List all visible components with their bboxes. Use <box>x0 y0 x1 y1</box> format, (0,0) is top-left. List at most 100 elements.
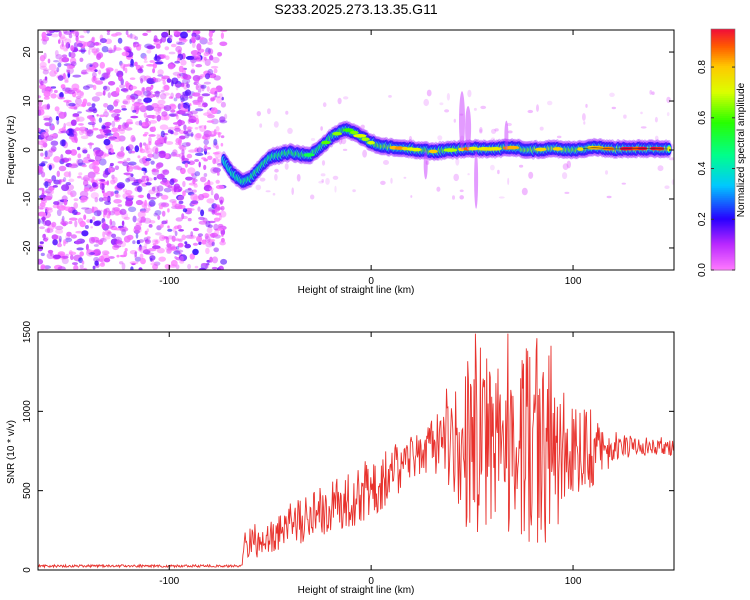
noise-blob <box>110 148 115 154</box>
noise-blob <box>111 33 118 37</box>
colorbar-stripe <box>711 125 735 129</box>
faint-speckle <box>623 114 627 119</box>
colorbar-stripe <box>711 131 735 135</box>
colorbar-stripe <box>711 127 735 131</box>
noise-blob <box>161 194 169 200</box>
noise-blob <box>111 174 115 180</box>
noise-blob <box>73 107 78 110</box>
noise-blob <box>70 149 78 156</box>
noise-blob <box>113 199 122 204</box>
noise-blob <box>134 256 142 262</box>
noise-blob <box>195 59 203 62</box>
noise-blob <box>109 218 113 226</box>
snr-x-ticks: -100 0 100 <box>159 332 582 587</box>
noise-blob <box>174 127 181 132</box>
noise-blob <box>79 264 84 269</box>
noise-blob <box>101 250 110 256</box>
noise-blob <box>200 263 207 266</box>
noise-blob <box>177 243 183 247</box>
noise-blob <box>154 61 164 65</box>
faint-speckle <box>287 127 293 134</box>
colorbar-stripe <box>711 69 735 72</box>
noise-blob <box>186 83 191 89</box>
noise-blob <box>137 211 146 219</box>
noise-blob <box>158 151 166 159</box>
noise-blob <box>88 178 95 182</box>
noise-blob <box>187 167 196 175</box>
noise-blob <box>77 153 82 159</box>
noise-blob <box>161 75 170 80</box>
noise-blob <box>44 76 48 81</box>
colorbar-stripe <box>711 241 735 245</box>
noise-blob <box>79 35 85 39</box>
noise-blob <box>57 266 66 270</box>
noise-blob <box>73 240 82 245</box>
noise-blob <box>39 226 45 230</box>
noise-blob <box>125 189 133 196</box>
y-tick-label: -20 <box>22 240 33 255</box>
noise-blob <box>142 87 145 93</box>
noise-blob <box>79 220 86 228</box>
noise-blob <box>61 205 67 209</box>
noise-blob <box>99 61 106 69</box>
noise-blob <box>81 69 87 75</box>
noise-blob <box>80 46 86 54</box>
noise-blob <box>102 236 111 240</box>
noise-blob <box>51 234 59 240</box>
noise-blob <box>163 187 172 193</box>
noise-blob <box>103 103 109 108</box>
noise-blob <box>185 55 195 60</box>
ridge-hotspot <box>367 140 375 145</box>
colorbar-stripe <box>711 243 735 247</box>
noise-blob <box>148 136 152 144</box>
spectrogram-x-ticks: -100 0 100 <box>159 30 582 287</box>
noise-blob <box>38 127 42 133</box>
noise-blob <box>144 199 148 207</box>
noise-blob <box>124 127 133 131</box>
faint-speckle <box>403 176 407 179</box>
faint-speckle <box>285 110 289 115</box>
noise-blob <box>215 126 220 132</box>
noise-blob <box>103 138 111 146</box>
noise-blob <box>80 196 88 203</box>
noise-blob <box>153 78 159 83</box>
noise-blob <box>201 84 205 92</box>
noise-blob <box>121 220 125 227</box>
noise-blob <box>110 179 116 185</box>
noise-blob <box>67 190 72 195</box>
noise-blob <box>92 172 100 175</box>
noise-blob <box>203 139 209 146</box>
colorbar-stripe <box>711 81 735 84</box>
noise-blob <box>128 161 137 166</box>
noise-blob <box>179 255 184 262</box>
noise-blob <box>91 206 99 213</box>
noise-blob <box>83 187 90 192</box>
noise-blob <box>209 134 215 137</box>
noise-blob <box>119 208 127 215</box>
noise-blob <box>63 198 68 206</box>
faint-speckle <box>322 102 327 108</box>
noise-blob <box>136 167 143 171</box>
noise-blob <box>214 212 222 216</box>
faint-speckle <box>255 184 262 191</box>
noise-blob <box>75 95 82 100</box>
colorbar-stripe <box>711 75 735 78</box>
noise-blob <box>50 145 57 152</box>
colorbar-tick-label: 0.0 <box>697 263 708 277</box>
colorbar-stripe <box>711 123 735 126</box>
noise-blob <box>148 134 156 137</box>
noise-blob <box>58 30 62 38</box>
noise-blob <box>183 124 187 131</box>
noise-blob <box>195 78 199 83</box>
noise-blob <box>53 201 60 206</box>
noise-blob <box>160 130 165 138</box>
noise-blob <box>213 75 221 81</box>
noise-blob <box>175 165 183 171</box>
noise-blob <box>60 84 66 89</box>
spectral-wisp <box>459 91 465 150</box>
noise-blob <box>114 68 119 74</box>
noise-blob <box>79 251 84 257</box>
noise-blob <box>56 67 60 73</box>
noise-blob <box>213 223 219 231</box>
